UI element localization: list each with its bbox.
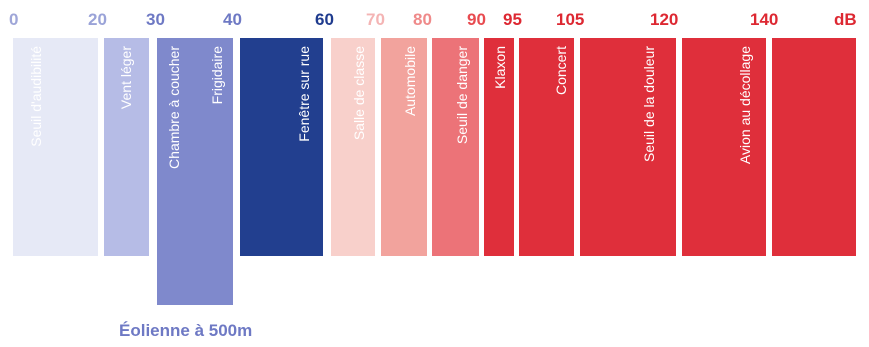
scale-label-90: 90 xyxy=(467,10,486,29)
bar-label: Chambre à coucher xyxy=(166,46,182,169)
bar-label: Frigidaire xyxy=(209,46,225,105)
bar-label: Seuil d'audibilité xyxy=(28,46,44,147)
eolienne-caption: Éolienne à 500m xyxy=(119,321,253,340)
bar-concert: Concert xyxy=(519,38,574,256)
scale-label-105: 105 xyxy=(556,10,585,29)
bar-klaxon: Klaxon xyxy=(484,38,514,256)
scale-label-140: 140 xyxy=(750,10,779,29)
scale-label-80: 80 xyxy=(413,10,432,29)
bar-chambre-frigidaire: Chambre à coucher Frigidaire xyxy=(157,38,233,305)
scale-label-60: 60 xyxy=(315,10,334,29)
scale-label-db: dB xyxy=(834,10,857,29)
scale-label-95: 95 xyxy=(503,10,522,29)
scale-label-40: 40 xyxy=(223,10,242,29)
bar-vent-leger: Vent léger xyxy=(104,38,149,256)
bar-automobile: Automobile xyxy=(381,38,427,256)
bar-seuil-audibilite: Seuil d'audibilité xyxy=(13,38,98,256)
bar-salle-de-classe: Salle de classe xyxy=(331,38,375,256)
bar-label: Salle de classe xyxy=(351,46,367,141)
bar-label: Klaxon xyxy=(492,46,508,89)
bar-label: Concert xyxy=(553,46,569,96)
scale-label-30: 30 xyxy=(146,10,165,29)
bar-label: Vent léger xyxy=(118,46,134,110)
bar-top-level xyxy=(772,38,856,256)
bar-label: Seuil de la douleur xyxy=(641,46,657,162)
scale-label-120: 120 xyxy=(650,10,679,29)
bar-label: Avion au décollage xyxy=(737,46,753,165)
scale-label-70: 70 xyxy=(366,10,385,29)
bar-label: Fenêtre sur rue xyxy=(296,46,312,142)
bar-label: Automobile xyxy=(402,46,418,117)
bar-fenetre-sur-rue: Fenêtre sur rue xyxy=(240,38,323,256)
bar-avion-au-decollage: Avion au décollage xyxy=(682,38,766,256)
bar-seuil-de-la-douleur: Seuil de la douleur xyxy=(580,38,676,256)
scale-label-0: 0 xyxy=(9,10,19,29)
scale-label-20: 20 xyxy=(88,10,107,29)
bar-label: Seuil de danger xyxy=(454,46,470,145)
bar-seuil-de-danger: Seuil de danger xyxy=(432,38,479,256)
